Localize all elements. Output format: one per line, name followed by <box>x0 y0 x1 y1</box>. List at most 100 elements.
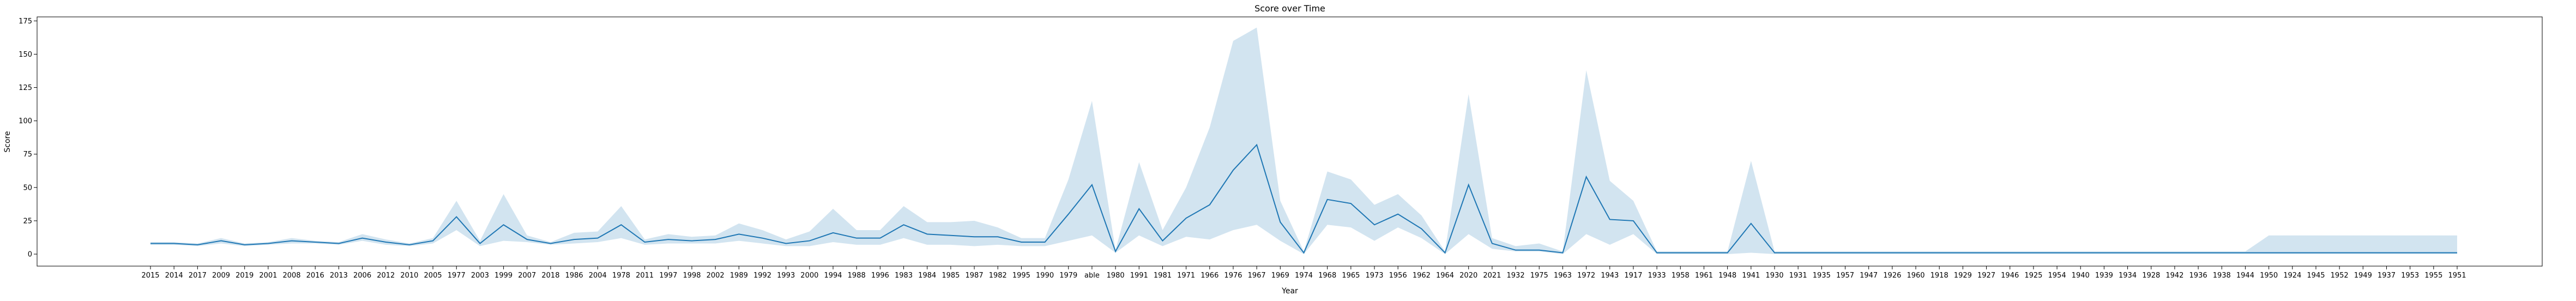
x-tick-label: 1944 <box>2236 272 2254 280</box>
confidence-band-layer <box>150 27 2457 255</box>
x-tick-label: 2021 <box>1483 272 1501 280</box>
x-tick-label: 1979 <box>1059 272 1077 280</box>
y-tick-label: 100 <box>19 117 32 125</box>
y-tick-label: 175 <box>19 17 32 26</box>
x-tick-label: 1981 <box>1154 272 1172 280</box>
x-tick-label: 1954 <box>2048 272 2066 280</box>
x-tick-label: 1918 <box>1931 272 1948 280</box>
x-tick-label: 1995 <box>1012 272 1030 280</box>
x-tick-label: 1924 <box>2283 272 2301 280</box>
x-tick-label: 1962 <box>1413 272 1431 280</box>
x-tick-label: 1937 <box>2378 272 2396 280</box>
x-tick-label: 1983 <box>895 272 913 280</box>
x-tick-label: 1941 <box>1742 272 1760 280</box>
x-tick-label: 1994 <box>824 272 842 280</box>
x-tick-label: 1982 <box>989 272 1007 280</box>
x-tick-label: 1989 <box>730 272 748 280</box>
x-tick-label: 2018 <box>541 272 559 280</box>
x-tick-label: 1947 <box>1860 272 1878 280</box>
x-tick-label: 1949 <box>2354 272 2372 280</box>
x-tick-label: 1991 <box>1130 272 1148 280</box>
y-axis-title: Score <box>3 131 12 152</box>
x-tick-label: 1993 <box>777 272 795 280</box>
x-tick-label: 1931 <box>1789 272 1807 280</box>
x-tick-label: 2008 <box>282 272 300 280</box>
x-tick-label: 2009 <box>212 272 230 280</box>
x-tick-label: 1984 <box>918 272 936 280</box>
x-tick-label: 1963 <box>1554 272 1572 280</box>
x-tick-label: 1936 <box>2189 272 2207 280</box>
x-tick-label: 1997 <box>659 272 677 280</box>
x-tick-label: 1971 <box>1177 272 1195 280</box>
x-tick-label: 1933 <box>1648 272 1666 280</box>
x-tick-label: 1951 <box>2448 272 2466 280</box>
x-tick-label: 1928 <box>2142 272 2160 280</box>
x-tick-label: 1966 <box>1200 272 1218 280</box>
x-tick-label: 1957 <box>1836 272 1854 280</box>
x-tick-label: 2014 <box>165 272 183 280</box>
x-tick-label: 1927 <box>1977 272 1995 280</box>
x-tick-label: 1958 <box>1672 272 1690 280</box>
x-tick-label: 1925 <box>2024 272 2042 280</box>
x-tick-label: 2012 <box>377 272 395 280</box>
x-tick-label: 1953 <box>2401 272 2419 280</box>
x-axis-title: Year <box>1281 287 1298 296</box>
y-tick-label: 150 <box>19 51 32 59</box>
x-tick-label: 1972 <box>1577 272 1595 280</box>
x-tick-label: 1996 <box>871 272 889 280</box>
chart-title: Score over Time <box>1254 3 1325 14</box>
x-tick-label: 1960 <box>1907 272 1925 280</box>
x-tick-label: 1998 <box>683 272 701 280</box>
x-tick-label: 1929 <box>1954 272 1972 280</box>
x-tick-label: 1952 <box>2331 272 2349 280</box>
x-tick-label: 2004 <box>589 272 607 280</box>
x-tick-label: 2000 <box>800 272 818 280</box>
y-tick-label: 125 <box>19 84 32 92</box>
x-tick-label: 1939 <box>2095 272 2113 280</box>
x-axis: 2015 2014 2017 2009 2019 2001 2008 2016 2013 2006… <box>141 266 2466 280</box>
x-tick-label: 1980 <box>1107 272 1125 280</box>
x-tick-label: 1967 <box>1248 272 1266 280</box>
series-line <box>150 143 2457 254</box>
y-tick-label: 25 <box>23 217 32 225</box>
x-tick-label: 1917 <box>1624 272 1642 280</box>
x-tick-label: 1973 <box>1365 272 1383 280</box>
x-tick-label: 1999 <box>494 272 512 280</box>
x-tick-label: 1965 <box>1342 272 1360 280</box>
x-tick-label: 2006 <box>353 272 371 280</box>
x-tick-label: 1948 <box>1718 272 1736 280</box>
x-tick-label: 1935 <box>1813 272 1831 280</box>
x-tick-label: 1977 <box>448 272 466 280</box>
x-tick-label: 2019 <box>236 272 254 280</box>
x-tick-label: 2015 <box>141 272 159 280</box>
x-tick-label: 1926 <box>1883 272 1901 280</box>
x-tick-label: 2003 <box>471 272 489 280</box>
x-tick-label: 1956 <box>1389 272 1407 280</box>
x-tick-label: 1990 <box>1036 272 1054 280</box>
series-line-layer <box>150 143 2457 254</box>
x-tick-label: 1978 <box>612 272 630 280</box>
x-tick-label: able <box>1084 272 1100 280</box>
x-tick-label: 1969 <box>1271 272 1289 280</box>
x-tick-label: 1946 <box>2001 272 2019 280</box>
x-tick-label: 1974 <box>1295 272 1313 280</box>
x-tick-label: 1964 <box>1436 272 1454 280</box>
x-tick-label: 1930 <box>1765 272 1783 280</box>
x-tick-label: 1955 <box>2424 272 2442 280</box>
x-tick-label: 1945 <box>2307 272 2325 280</box>
x-tick-label: 1950 <box>2260 272 2278 280</box>
x-tick-label: 1942 <box>2165 272 2183 280</box>
x-tick-label: 1986 <box>565 272 583 280</box>
x-tick-label: 2002 <box>707 272 725 280</box>
x-tick-label: 2010 <box>400 272 418 280</box>
y-tick-label: 50 <box>23 184 32 192</box>
y-axis: 0 25 50 75 100 125 150 175 <box>19 17 37 259</box>
x-tick-label: 2020 <box>1459 272 1477 280</box>
x-tick-label: 1934 <box>2119 272 2137 280</box>
x-tick-label: 2005 <box>424 272 442 280</box>
plot-frame <box>37 16 2543 267</box>
x-tick-label: 1992 <box>753 272 771 280</box>
x-tick-label: 1938 <box>2213 272 2231 280</box>
x-tick-label: 1961 <box>1695 272 1713 280</box>
